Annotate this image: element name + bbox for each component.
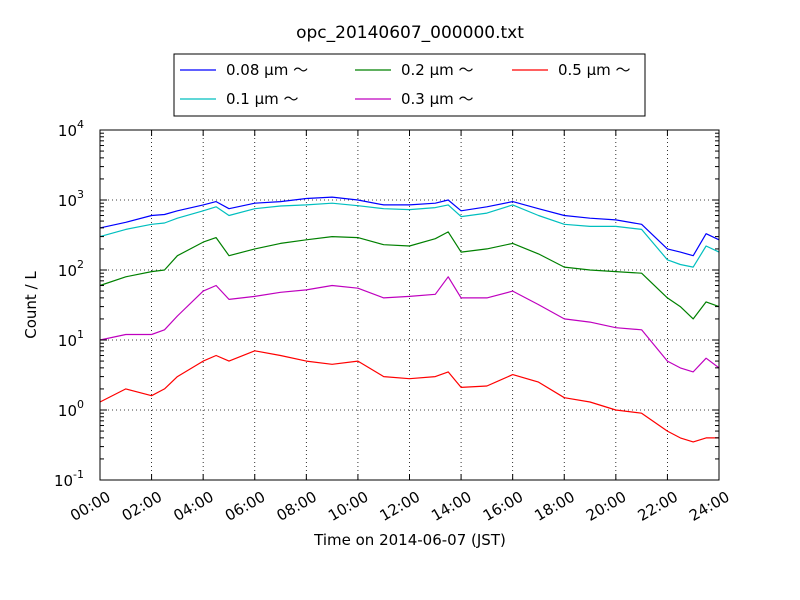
- y-tick-label: 104: [58, 118, 84, 140]
- series-line-3: [99, 231, 720, 320]
- legend-label: 0.3 μm ～: [401, 90, 474, 108]
- series-line-5: [99, 350, 719, 443]
- y-tick-label: 10-1: [54, 468, 84, 490]
- y-tick-label: 100: [58, 398, 84, 420]
- legend-label: 0.5 μm ～: [558, 61, 631, 79]
- series-line-2: [99, 202, 720, 268]
- y-tick-label: 102: [58, 258, 84, 280]
- legend-label: 0.1 μm ～: [226, 90, 299, 108]
- x-axis-label: Time on 2014-06-07 (JST): [313, 531, 506, 549]
- chart-title: opc_20140607_000000.txt: [296, 23, 524, 43]
- series-line-4: [99, 276, 720, 373]
- plot-area: [99, 129, 720, 481]
- legend: 0.08 μm ～ 0.1 μm ～ 0.2 μm ～ 0.3 μm ～ 0.5 μm …: [173, 53, 646, 117]
- series-lines: [99, 196, 720, 443]
- series-line-1: [99, 196, 720, 257]
- legend-label: 0.2 μm ～: [401, 61, 474, 79]
- ticks: [99, 129, 720, 481]
- legend-frame: [173, 53, 646, 117]
- y-tick-label: 103: [58, 188, 84, 210]
- y-tick-label: 101: [58, 328, 84, 350]
- legend-label: 0.08 μm ～: [226, 61, 308, 79]
- y-axis-label: Count / L: [22, 271, 40, 339]
- y-tick-labels: 10-1 100 101 102 103 104: [54, 118, 84, 490]
- plot-frame: [100, 130, 719, 480]
